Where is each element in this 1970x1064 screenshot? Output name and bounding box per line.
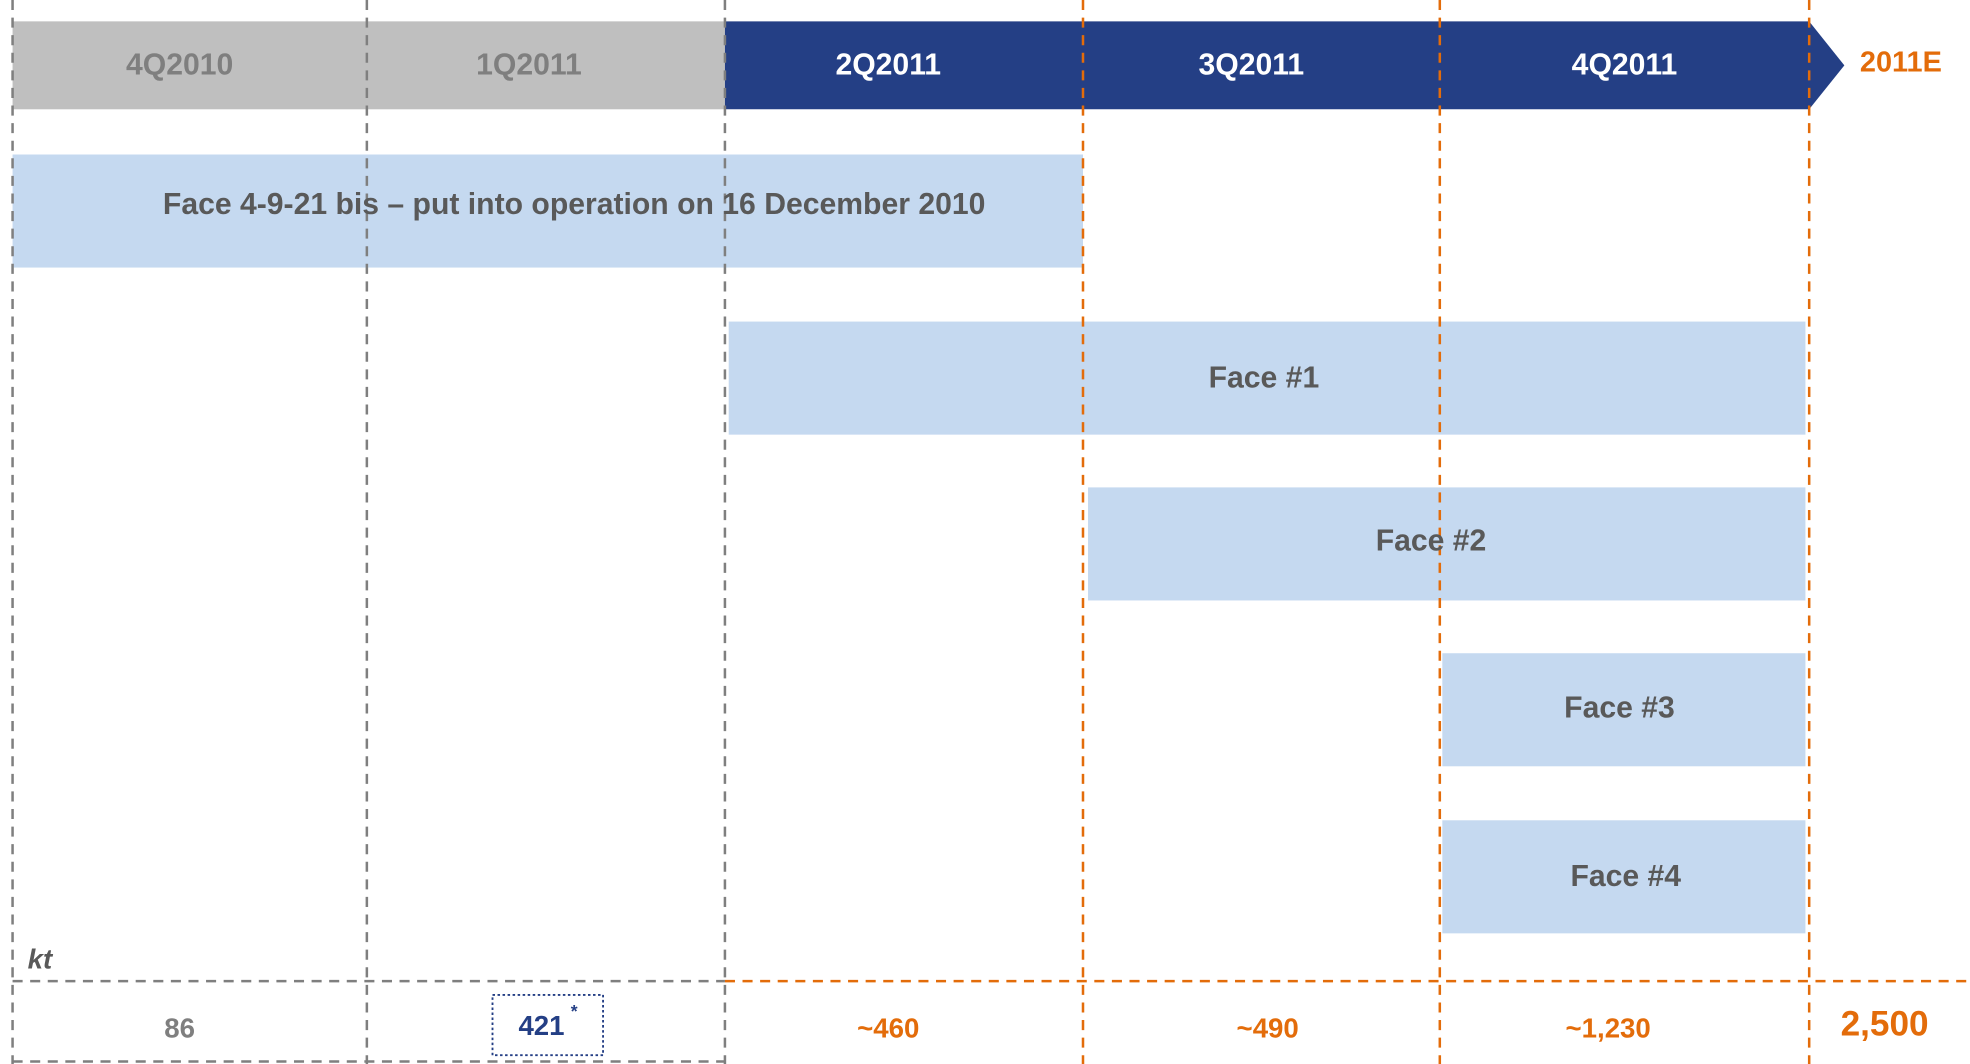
task-bar [1442,653,1806,767]
task-label: Face 4-9-21 bis – put into operation on … [163,188,985,221]
plan-band [724,21,1845,110]
volume: ~1,230 [1566,1012,1651,1043]
footnote-mark: * [571,1001,578,1021]
task-label: Face #3 [1564,692,1675,725]
volume: ~490 [1237,1012,1299,1043]
period-label: 3Q2011 [1199,49,1305,82]
past-band [12,21,725,110]
task-label: Face #2 [1376,525,1487,558]
task-label: Face #1 [1209,361,1320,394]
task-label: Face #4 [1570,860,1681,893]
period-label: 1Q2011 [476,49,582,82]
period-label: 4Q2010 [126,49,233,82]
task-bar [12,154,1083,268]
volume: ~460 [857,1012,919,1043]
summary-label: 2011E [1860,47,1942,79]
task-bar [1088,487,1806,601]
period-label: 4Q2011 [1572,49,1678,82]
total: 2,500 [1841,1005,1929,1044]
task-bar [1442,820,1806,934]
unit-label: kt [28,943,54,974]
volume: 86 [164,1012,195,1043]
task-bar [728,321,1806,435]
volume: 421 [518,1010,564,1041]
period-label: 2Q2011 [835,49,941,82]
